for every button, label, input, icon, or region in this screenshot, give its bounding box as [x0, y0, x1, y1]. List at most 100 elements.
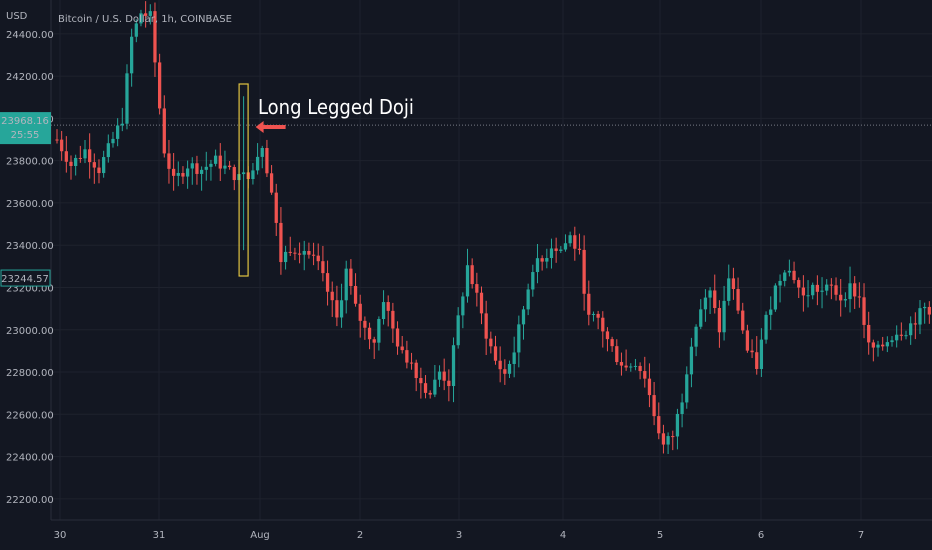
x-axis: 30 31 Aug 2 3 4 5 6 7 — [54, 530, 865, 541]
candle-body — [601, 317, 605, 332]
candle-body — [442, 371, 446, 381]
candle-body — [834, 285, 838, 295]
candle-body — [741, 310, 745, 331]
candle-body — [74, 157, 78, 167]
candle-body — [521, 309, 526, 325]
doji-highlight-box — [238, 83, 249, 277]
candle-body — [843, 299, 847, 301]
candle-body — [111, 138, 115, 144]
candle-body — [227, 165, 232, 168]
candle-body — [167, 153, 171, 169]
candle-body — [297, 253, 302, 255]
candle-body — [116, 125, 120, 139]
candle-body — [764, 314, 768, 340]
candle-body — [325, 273, 330, 292]
candle-body — [213, 155, 218, 164]
candle-body — [381, 302, 386, 320]
candle-body — [181, 173, 185, 177]
candle-body — [470, 265, 474, 285]
candle-body — [512, 352, 516, 364]
candle-body — [307, 250, 311, 255]
candle-body — [55, 139, 59, 141]
candle-body — [839, 294, 843, 301]
x-tick-label: 3 — [456, 530, 462, 541]
candle-body — [549, 248, 554, 259]
candle-body — [545, 258, 549, 262]
candle-body — [862, 297, 866, 325]
y-tick-label: 22200.00 — [6, 495, 54, 506]
candle-body — [759, 339, 764, 369]
candle-body — [321, 261, 325, 274]
candle-body — [927, 306, 931, 315]
candle-body — [330, 291, 334, 301]
candle-body — [792, 270, 796, 281]
candle-body — [652, 395, 656, 417]
candle-body — [102, 157, 106, 174]
candle-body — [251, 170, 255, 180]
candle-body — [587, 293, 591, 315]
candle-body — [801, 287, 806, 296]
candle-body — [423, 383, 428, 393]
candle-body — [465, 265, 470, 297]
candle-body — [97, 167, 101, 174]
candle-body — [624, 365, 628, 368]
candle-body — [419, 378, 423, 384]
candle-body — [689, 346, 694, 375]
candle-body — [475, 284, 479, 293]
y-tick-label: 23000.00 — [6, 326, 54, 337]
candle-body — [694, 326, 698, 347]
candle-body — [372, 339, 376, 343]
candle-body — [88, 149, 92, 163]
candle-body — [769, 309, 773, 315]
candle-body — [344, 268, 348, 301]
candle-body — [83, 149, 87, 159]
candle-body — [904, 335, 908, 337]
candle-body — [60, 139, 64, 152]
candle-body — [134, 23, 138, 37]
candle-body — [185, 168, 190, 177]
candle-body — [279, 222, 283, 263]
candle-body — [657, 416, 661, 434]
candle-body — [367, 327, 372, 340]
candle-body — [727, 278, 731, 301]
candle-body — [223, 165, 227, 169]
candle-body — [260, 147, 264, 157]
candle-body — [316, 255, 320, 262]
y-tick-label: 22600.00 — [6, 410, 54, 421]
candle-body — [130, 36, 134, 74]
candle-body — [825, 284, 829, 291]
candle-body — [783, 272, 787, 281]
candle-body — [647, 378, 652, 396]
candle-body — [69, 161, 73, 167]
candle-body — [899, 334, 903, 336]
candle-body — [703, 297, 708, 310]
candle-body — [535, 258, 540, 273]
marked-price-badge: 23244.57 — [0, 269, 51, 287]
candle-body — [120, 123, 124, 126]
candle-body — [890, 340, 894, 343]
candle-body — [503, 369, 507, 374]
candle-body — [713, 290, 717, 309]
x-tick-label: 5 — [657, 530, 663, 541]
candle-body — [881, 344, 885, 347]
candle-body — [605, 331, 610, 340]
candle-body — [876, 344, 880, 348]
y-tick-label: 23200.00 — [6, 283, 54, 294]
candle-body — [643, 371, 647, 379]
x-tick-label: 2 — [357, 530, 363, 541]
candle-body — [414, 362, 418, 379]
candle-body — [232, 167, 236, 181]
candle-body — [157, 62, 162, 109]
candle-body — [699, 309, 703, 327]
candle-body — [176, 173, 180, 176]
candle-body — [913, 323, 917, 325]
candle-body — [685, 374, 689, 403]
candle-body — [661, 433, 666, 445]
candle-body — [815, 284, 820, 292]
candle-body — [507, 363, 512, 374]
candle-body — [218, 155, 222, 169]
candle-body — [153, 11, 157, 63]
candle-body — [204, 166, 208, 170]
y-axis-unit: USD — [6, 11, 28, 22]
